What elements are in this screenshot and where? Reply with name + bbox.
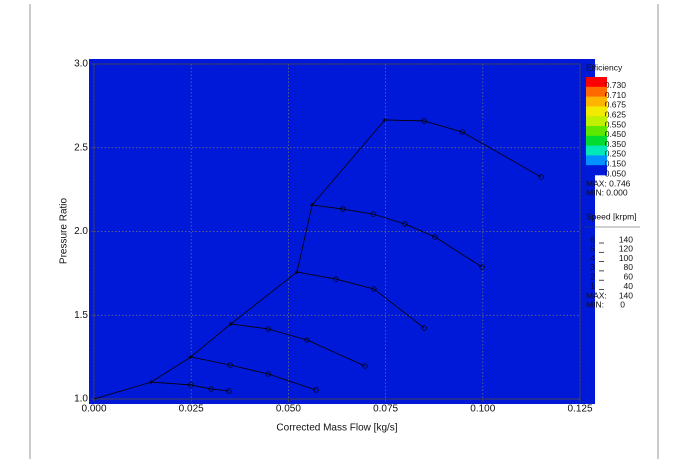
x-tick-label: 0.125 <box>567 404 592 415</box>
speed-point <box>265 371 271 377</box>
legend-swatch <box>586 106 607 117</box>
speed-line <box>296 271 425 329</box>
x-tick-label: 0.025 <box>179 404 204 415</box>
legend-label: 0.250 <box>605 149 627 159</box>
legend-swatch <box>586 77 607 88</box>
speed-line <box>151 381 229 392</box>
y-tick-label: 2.5 <box>74 142 88 153</box>
x-tick-label: 0.075 <box>373 404 398 415</box>
speed-point <box>208 386 214 392</box>
legend-label: 120 <box>619 244 633 254</box>
legend-swatch <box>586 165 607 176</box>
speed-point <box>382 117 387 122</box>
legend-index: 1 <box>590 281 595 291</box>
speed-point <box>294 270 299 275</box>
legend-label: 0.150 <box>605 158 627 168</box>
speed-point <box>265 326 271 332</box>
legend-swatch <box>586 96 607 107</box>
y-tick-label: 1.0 <box>74 394 88 405</box>
legend-index: 6 <box>590 234 595 244</box>
legend-max-value: 140 <box>619 290 633 300</box>
legend-swatch <box>586 135 607 146</box>
legend-index: 2 <box>590 271 595 281</box>
speed-point <box>333 276 339 282</box>
speed-point <box>371 286 377 292</box>
speed-point <box>421 118 427 124</box>
y-axis-title: Pressure Ratio <box>59 197 70 264</box>
speed-point <box>459 129 465 135</box>
legend-label: 100 <box>619 253 633 263</box>
legend-label: 60 <box>624 271 634 281</box>
speed-point <box>432 234 438 240</box>
speed-point <box>226 388 232 394</box>
speed-point <box>228 321 233 326</box>
y-tick-label: 1.5 <box>74 310 88 321</box>
legend-max: MAX: 0.746 <box>586 178 631 188</box>
speed-point <box>188 354 193 359</box>
legend-label: 0.050 <box>605 168 627 178</box>
speed-line <box>384 119 542 178</box>
legend-min: MIN: <box>586 299 604 309</box>
x-tick-label: 0.100 <box>470 404 495 415</box>
speed-point <box>188 382 194 388</box>
legend-label: 0.675 <box>605 100 627 110</box>
legend-label: 0.625 <box>605 109 627 119</box>
legend-label: 80 <box>624 262 634 272</box>
legend-swatch <box>586 86 607 97</box>
speed-point <box>479 264 485 270</box>
legend-label: 140 <box>619 234 633 244</box>
legend-label: 0.450 <box>605 129 627 139</box>
x-tick-label: 0.000 <box>81 404 106 415</box>
speed-point <box>149 380 154 385</box>
speed-point <box>362 363 368 369</box>
legend-title: Efficiency <box>586 62 623 72</box>
legend-max: MAX: <box>586 290 607 300</box>
legend-label: 0.730 <box>605 80 627 90</box>
speed-line <box>230 323 366 367</box>
legend-index: 5 <box>590 244 595 254</box>
speed-point <box>370 211 376 217</box>
legend-swatch <box>586 155 607 166</box>
speed-point <box>313 387 319 393</box>
legend-label: 0.550 <box>605 119 627 129</box>
speed-line <box>312 204 483 268</box>
legend-min-value: 0 <box>620 299 625 309</box>
legend-label: 40 <box>624 281 634 291</box>
speed-line <box>190 356 317 391</box>
legend-index: 3 <box>590 262 595 272</box>
legend-index: 4 <box>590 253 595 263</box>
speed-point <box>538 174 544 180</box>
legend-min: MIN: 0.000 <box>586 187 628 197</box>
speed-point <box>227 362 233 368</box>
speed-point <box>402 221 408 227</box>
speed-point <box>304 337 310 343</box>
x-tick-label: 0.050 <box>276 404 301 415</box>
legend-label: 0.350 <box>605 139 627 149</box>
speed-point <box>310 203 315 208</box>
legend-title: Speed [krpm] <box>586 211 637 221</box>
y-tick-label: 2.0 <box>74 226 88 237</box>
y-tick-label: 3.0 <box>74 59 88 70</box>
speed-point <box>340 206 346 212</box>
speed-point <box>421 325 427 331</box>
legend-swatch <box>586 116 607 127</box>
legend-label: 0.710 <box>605 90 627 100</box>
legend-swatch <box>586 126 607 137</box>
x-axis-title: Corrected Mass Flow [kg/s] <box>276 423 397 434</box>
legend-swatch <box>586 145 607 156</box>
